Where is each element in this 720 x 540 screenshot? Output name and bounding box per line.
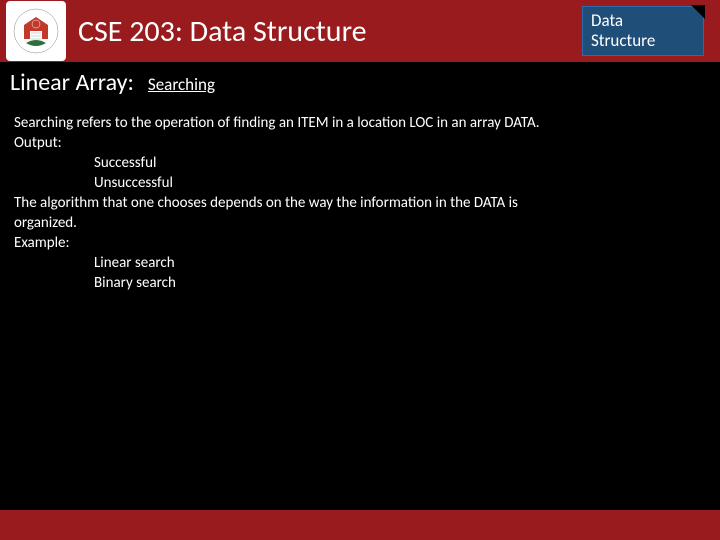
logo-icon [12,7,60,55]
footer-bar [0,510,720,540]
badge-line-1: Data [591,11,703,31]
body-line-indent: Unsuccessful [14,173,706,193]
course-title: CSE 203: Data Structure [78,13,367,50]
body-line: The algorithm that one chooses depends o… [14,193,706,213]
badge-line-2: Structure [591,31,703,51]
university-logo [6,1,66,61]
body-line: Searching refers to the operation of fin… [14,113,706,133]
body-line: Output: [14,133,706,153]
body-line-indent: Binary search [14,273,706,293]
topic-badge: Data Structure [582,6,704,56]
body-line-indent: Linear search [14,253,706,273]
section-title: Linear Array: [10,68,134,97]
body-line: Example: [14,233,706,253]
body-line: organized. [14,213,706,233]
subheader: Linear Array: Searching [0,62,720,101]
badge-corner-fold [691,5,705,19]
section-topic: Searching [148,74,215,95]
header-bar: CSE 203: Data Structure Data Structure [0,0,720,62]
slide-body: Searching refers to the operation of fin… [0,101,720,305]
body-line-indent: Successful [14,153,706,173]
